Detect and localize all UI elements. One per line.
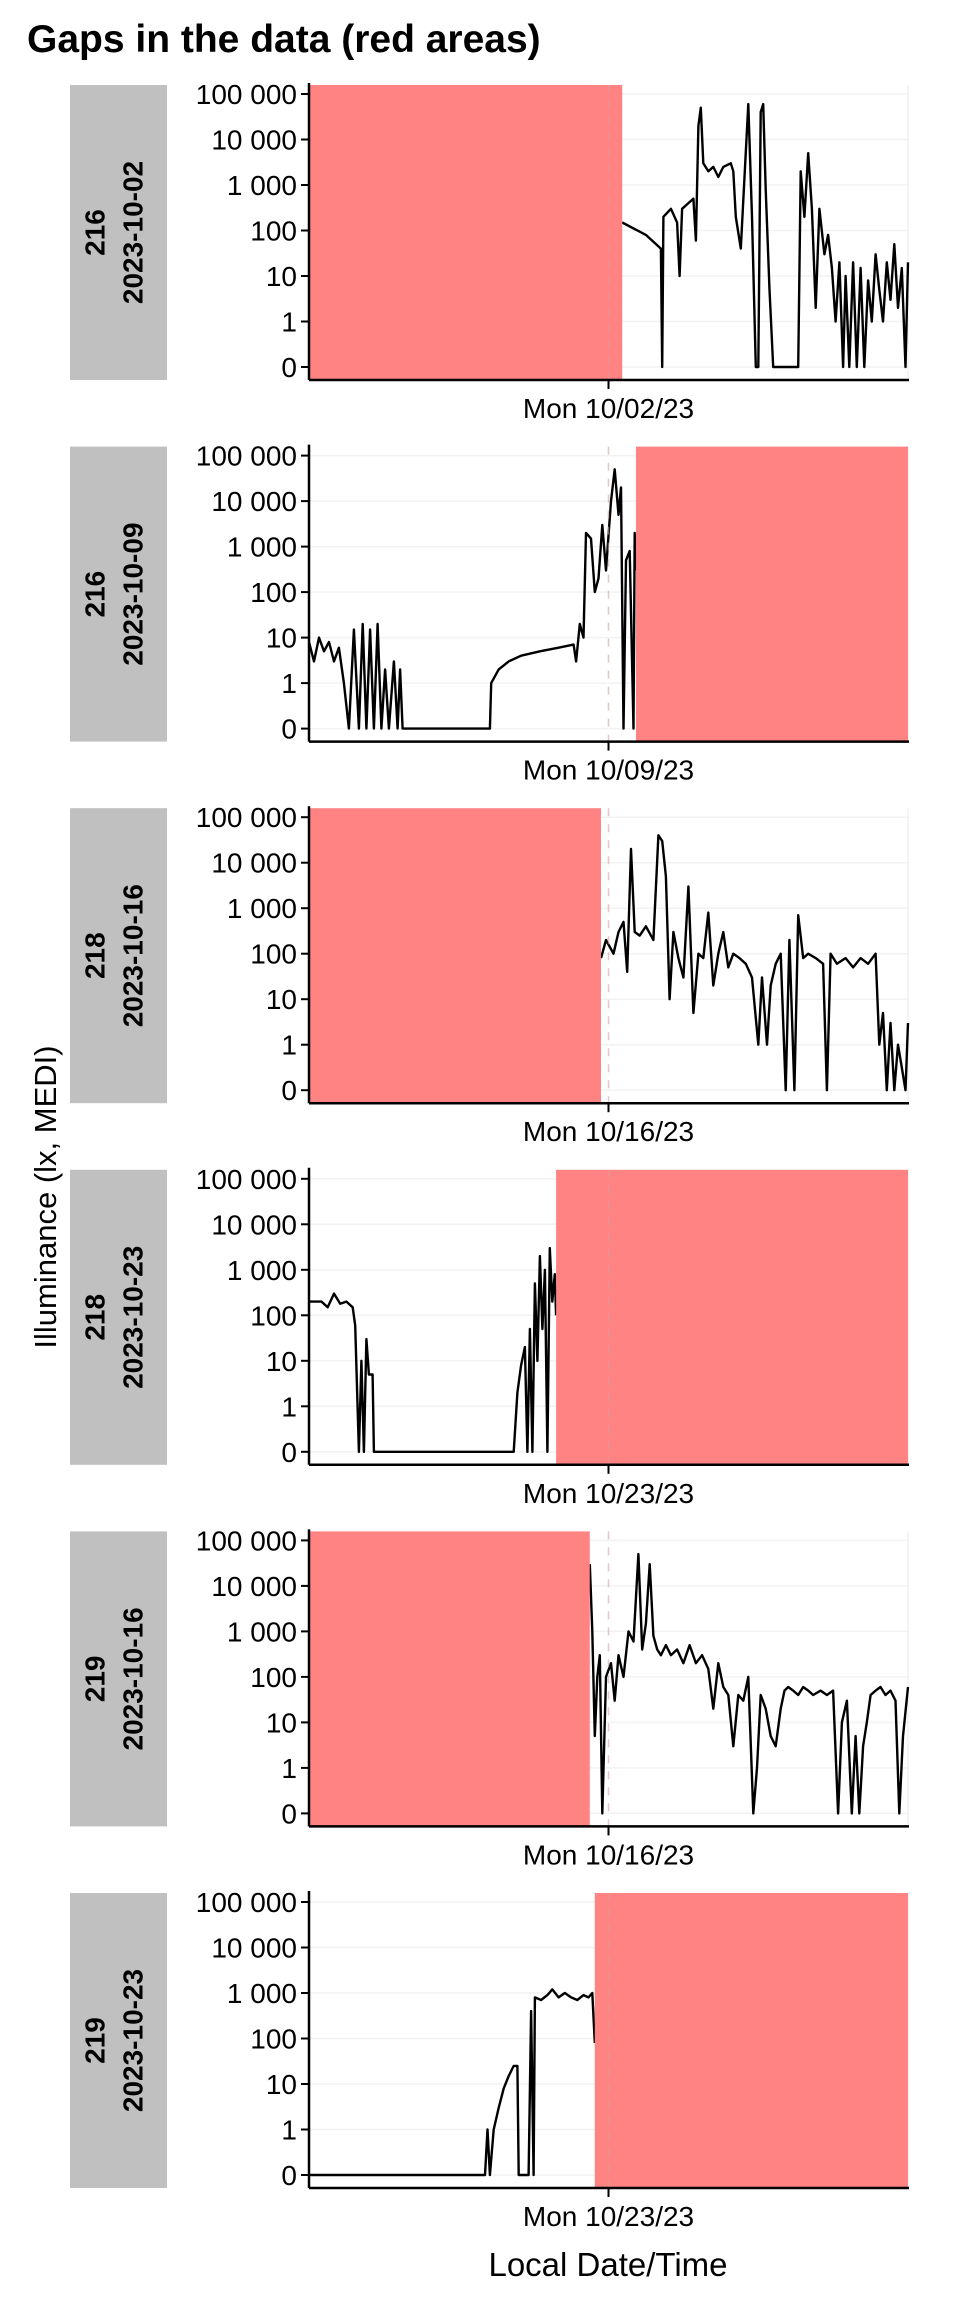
y-tick-label: 1 [281,1391,297,1422]
y-tick-label: 1 [281,307,297,338]
y-tick-label: 100 [250,216,297,247]
y-tick-label: 1 [281,2115,297,2146]
y-tick-label: 1 000 [227,893,297,924]
y-tick-label: 100 [250,1662,297,1693]
illuminance-line [621,102,910,369]
strip-id-label: 218 [80,1294,111,1341]
y-tick-label: 1 [281,1753,297,1784]
y-tick-label: 100 [250,577,297,608]
strip-date-label: 2023-10-23 [118,1969,149,2112]
y-tick-label: 0 [281,1075,297,1106]
facet-panel: 219 2023-10-16 0 1 10 100 1 000 10 000 100 000 Mo… [70,1525,910,1870]
chart-title: Gaps in the data (red areas) [27,18,541,61]
gap-area [635,446,908,742]
y-tick-label: 100 000 [196,1887,297,1918]
illuminance-line [588,1552,910,1815]
strip-id-label: 218 [80,932,111,979]
x-axis-label: Local Date/Time [488,2246,728,2283]
y-tick-label: 0 [281,1798,297,1829]
y-tick-label: 10 [266,1707,297,1738]
x-tick-label: Mon 10/16/23 [523,1116,694,1147]
illuminance-line [309,1246,558,1454]
y-tick-label: 1 000 [227,1255,297,1286]
y-tick-label: 100 000 [196,79,297,110]
illuminance-line [309,1988,596,2177]
illuminance-line [307,468,638,730]
x-tick-label: Mon 10/16/23 [523,1839,694,1870]
facet-panel: 216 2023-10-09 0 1 10 100 1 000 10 000 100 000 Mo… [70,441,909,786]
strip-id-label: 219 [80,2017,111,2064]
strip-date-label: 2023-10-16 [118,1607,149,1750]
y-tick-label: 100 000 [196,441,297,472]
y-tick-label: 100 [250,1300,297,1331]
y-tick-label: 10 [266,2069,297,2100]
strip-date-label: 2023-10-23 [118,1246,149,1389]
strip-date-label: 2023-10-16 [118,884,149,1027]
facet-strip [70,1169,167,1465]
facet-panel: 216 2023-10-02 0 1 10 100 1 000 10 000 100 000 Mo… [70,79,910,424]
gap-area [309,808,602,1104]
gap-area [309,85,623,380]
x-tick-label: Mon 10/09/23 [523,755,694,786]
y-tick-label: 0 [281,1437,297,1468]
x-tick-label: Mon 10/02/23 [523,393,694,424]
illuminance-line [599,834,910,1092]
y-tick-label: 100 000 [196,1525,297,1556]
y-tick-label: 100 000 [196,802,297,833]
strip-id-label: 216 [80,209,111,256]
y-tick-label: 1 000 [227,170,297,201]
facet-panel: 218 2023-10-16 0 1 10 100 1 000 10 000 100 000 Mo… [70,802,910,1147]
gap-area [594,1893,908,2188]
y-tick-label: 0 [281,714,297,745]
x-tick-label: Mon 10/23/23 [523,2201,694,2232]
strip-id-label: 216 [80,571,111,618]
y-tick-label: 1 000 [227,1978,297,2009]
strip-date-label: 2023-10-09 [118,522,149,665]
facet-strip [70,1893,167,2188]
strip-id-label: 219 [80,1656,111,1703]
y-tick-label: 10 000 [211,486,297,517]
y-tick-label: 1 [281,668,297,699]
facet-strip [70,1531,167,1827]
y-tick-label: 10 000 [211,1571,297,1602]
gap-area [556,1169,908,1465]
facet-strip [70,446,167,742]
y-tick-label: 1 000 [227,1616,297,1647]
facet-panel: 219 2023-10-23 0 1 10 100 1 000 10 000 100 000 Mo… [70,1887,909,2232]
gap-area [309,1531,590,1827]
y-tick-label: 10 000 [211,125,297,156]
y-tick-label: 10 [266,623,297,654]
y-tick-label: 10 000 [211,1209,297,1240]
y-tick-label: 100 000 [196,1164,297,1195]
facet-panel: 218 2023-10-23 0 1 10 100 1 000 10 000 100 000 Mo… [70,1164,909,1509]
y-tick-label: 0 [281,2160,297,2191]
y-tick-label: 100 [250,939,297,970]
y-tick-label: 10 [266,984,297,1015]
y-tick-label: 10 [266,1346,297,1377]
y-tick-label: 1 [281,1030,297,1061]
y-tick-label: 10 [266,261,297,292]
y-tick-label: 10 000 [211,1933,297,1964]
x-tick-label: Mon 10/23/23 [523,1478,694,1509]
facet-strip [70,85,167,380]
strip-date-label: 2023-10-02 [118,161,149,304]
y-tick-label: 1 000 [227,532,297,563]
y-tick-label: 100 [250,2024,297,2055]
y-tick-label: 10 000 [211,848,297,879]
y-tick-label: 0 [281,352,297,383]
facet-strip [70,808,167,1104]
